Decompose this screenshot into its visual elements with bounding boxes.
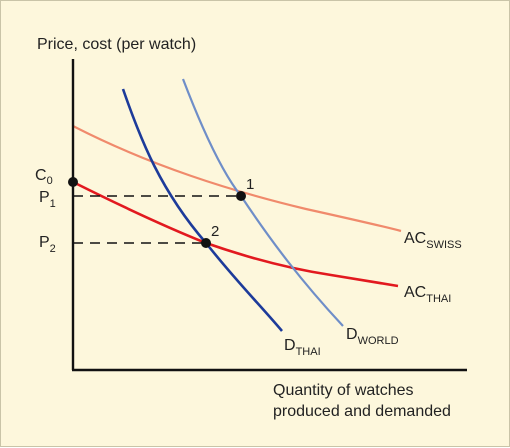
d-world-sub: WORLD [358, 335, 399, 347]
point-1-label: 1 [246, 176, 254, 193]
x-axis-title-line2: produced and demanded [273, 403, 451, 420]
p1-main: P [39, 189, 50, 206]
x-axis-title-line1: Quantity of watches [273, 382, 414, 399]
c0-main: C [35, 167, 47, 184]
ac-thai-label: ACTHAI [404, 284, 451, 305]
ac-swiss-label: ACSWISS [404, 230, 462, 251]
equilibrium-point-1 [236, 191, 246, 201]
p1-label: P1 [39, 189, 56, 210]
c0-label: C0 [35, 167, 53, 187]
d-thai-main: D [284, 337, 296, 354]
p2-label: P2 [39, 234, 56, 255]
ac-swiss-sub: SWISS [426, 239, 461, 251]
c0-sub: 0 [47, 175, 53, 187]
d-thai-curve [121, 88, 283, 332]
ac-thai-main: AC [404, 284, 426, 301]
ac-swiss-curve [72, 125, 402, 233]
ac-thai-sub: THAI [426, 293, 451, 305]
p2-main: P [39, 234, 50, 251]
d-world-main: D [346, 326, 358, 343]
d-world-label: DWORLD [346, 326, 399, 347]
p2-sub: 2 [50, 243, 56, 255]
p1-sub: 1 [50, 198, 56, 210]
ac-swiss-main: AC [404, 230, 426, 247]
point-2-label: 2 [211, 223, 219, 240]
equilibrium-point-2 [201, 238, 211, 248]
c0-point [68, 177, 78, 187]
y-axis-title: Price, cost (per watch) [37, 36, 196, 53]
d-world-curve [181, 78, 344, 327]
d-thai-sub: THAI [296, 346, 321, 358]
ac-thai-curve [72, 180, 399, 288]
d-thai-label: DTHAI [284, 337, 321, 358]
